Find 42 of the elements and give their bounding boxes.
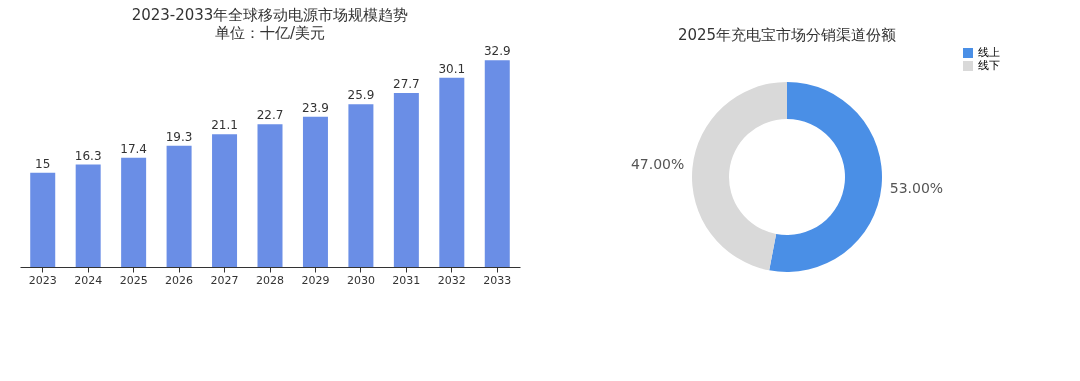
chart-subtitle: 单位：十亿/美元: [214, 24, 326, 43]
bar: [121, 157, 147, 267]
bar: [166, 145, 192, 267]
bar: [439, 77, 465, 267]
bar: [75, 164, 101, 267]
data-label: 32.9: [483, 44, 511, 59]
data-label: 30.1: [438, 61, 466, 76]
donut-slice: [769, 82, 882, 272]
x-tick-label: 2030: [346, 273, 375, 287]
bar: [212, 134, 238, 267]
x-tick-label: 2027: [210, 273, 239, 287]
x-tick-label: 2029: [301, 273, 330, 287]
x-tick-label: 2025: [119, 273, 148, 287]
data-label: 16.3: [74, 148, 102, 163]
x-tick-label: 2023: [28, 273, 57, 287]
x-tick-label: 2024: [74, 273, 103, 287]
bar: [484, 60, 510, 267]
donut-slice: [692, 82, 787, 271]
x-tick-label: 2033: [483, 273, 512, 287]
x-tick-label: 2028: [256, 273, 284, 287]
data-label: 27.7: [393, 76, 420, 91]
chart-title: 2025年充电宝市场分销渠道份额: [677, 26, 897, 44]
data-label: 19.3: [165, 129, 193, 144]
legend-label: 线下: [978, 59, 1000, 72]
data-label: 23.9: [302, 100, 329, 115]
data-label: 17.4: [120, 141, 147, 156]
data-label: 47.00%: [630, 155, 685, 172]
legend-label: 线上: [978, 46, 1000, 59]
bar: [302, 116, 328, 267]
data-label: 22.7: [256, 108, 284, 123]
bar: [257, 124, 283, 267]
bar: [30, 172, 56, 267]
x-tick-label: 2031: [392, 273, 421, 287]
x-tick-label: 2032: [437, 273, 466, 287]
data-label: 53.00%: [889, 180, 944, 197]
x-tick-label: 2026: [165, 273, 194, 287]
data-label: 15: [35, 156, 51, 171]
bar: [393, 92, 419, 267]
data-label: 25.9: [347, 88, 375, 103]
bar: [348, 104, 374, 267]
data-label: 21.1: [211, 118, 238, 133]
chart-title: 2023-2033年全球移动电源市场规模趋势: [131, 6, 409, 25]
